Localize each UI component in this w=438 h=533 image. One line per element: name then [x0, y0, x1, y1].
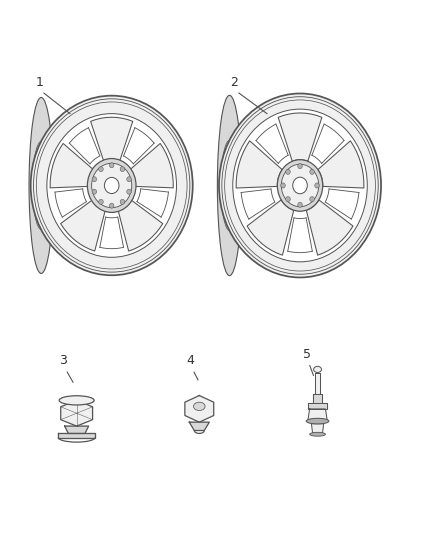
Ellipse shape — [298, 164, 302, 169]
Ellipse shape — [298, 202, 302, 207]
Ellipse shape — [110, 163, 114, 168]
Ellipse shape — [33, 141, 49, 230]
Ellipse shape — [92, 163, 132, 208]
Ellipse shape — [36, 102, 187, 269]
Text: 5: 5 — [303, 348, 311, 361]
Polygon shape — [312, 124, 344, 163]
Ellipse shape — [87, 158, 136, 213]
Polygon shape — [325, 189, 359, 219]
Polygon shape — [124, 128, 154, 164]
Ellipse shape — [31, 96, 193, 275]
Polygon shape — [91, 117, 133, 162]
Polygon shape — [241, 189, 275, 219]
Polygon shape — [318, 141, 364, 188]
Ellipse shape — [310, 169, 314, 174]
Ellipse shape — [127, 177, 131, 182]
Polygon shape — [256, 124, 288, 163]
Polygon shape — [189, 422, 209, 431]
Ellipse shape — [217, 95, 242, 276]
Polygon shape — [313, 394, 322, 403]
Ellipse shape — [281, 183, 285, 188]
Text: 4: 4 — [187, 354, 194, 367]
Polygon shape — [278, 113, 322, 161]
Polygon shape — [58, 433, 95, 438]
Polygon shape — [247, 200, 294, 255]
Polygon shape — [236, 141, 282, 188]
Polygon shape — [118, 199, 163, 251]
Polygon shape — [65, 426, 88, 433]
Ellipse shape — [281, 164, 319, 207]
Polygon shape — [311, 424, 324, 433]
Ellipse shape — [306, 418, 329, 424]
Ellipse shape — [110, 203, 114, 208]
Polygon shape — [137, 189, 169, 217]
Ellipse shape — [194, 402, 205, 410]
Ellipse shape — [104, 177, 119, 193]
Polygon shape — [130, 143, 173, 188]
Ellipse shape — [314, 366, 321, 373]
Ellipse shape — [225, 100, 375, 271]
Polygon shape — [69, 128, 100, 164]
Polygon shape — [50, 143, 94, 188]
Polygon shape — [308, 409, 327, 420]
Ellipse shape — [219, 93, 381, 278]
Polygon shape — [288, 218, 312, 253]
Ellipse shape — [221, 140, 238, 231]
Polygon shape — [185, 395, 214, 422]
Ellipse shape — [120, 167, 125, 172]
Ellipse shape — [33, 99, 190, 272]
Polygon shape — [55, 189, 86, 217]
Polygon shape — [315, 373, 320, 394]
Ellipse shape — [92, 177, 97, 182]
Ellipse shape — [233, 109, 367, 262]
Ellipse shape — [222, 96, 378, 274]
Ellipse shape — [99, 199, 103, 204]
Polygon shape — [61, 400, 92, 426]
Text: 3: 3 — [60, 354, 67, 367]
Text: 2: 2 — [230, 76, 238, 89]
Ellipse shape — [99, 167, 103, 172]
Ellipse shape — [315, 183, 319, 188]
Ellipse shape — [310, 197, 314, 201]
Ellipse shape — [310, 432, 325, 436]
Ellipse shape — [120, 199, 125, 204]
Polygon shape — [60, 199, 106, 251]
Ellipse shape — [286, 169, 290, 174]
Polygon shape — [308, 403, 327, 409]
Ellipse shape — [127, 189, 131, 194]
Ellipse shape — [92, 189, 97, 194]
Ellipse shape — [286, 197, 290, 201]
Ellipse shape — [47, 114, 177, 257]
Polygon shape — [306, 200, 353, 255]
Ellipse shape — [29, 98, 53, 273]
Text: 1: 1 — [35, 76, 43, 89]
Ellipse shape — [293, 177, 307, 194]
Ellipse shape — [59, 396, 94, 405]
Polygon shape — [100, 217, 124, 249]
Ellipse shape — [277, 160, 323, 211]
